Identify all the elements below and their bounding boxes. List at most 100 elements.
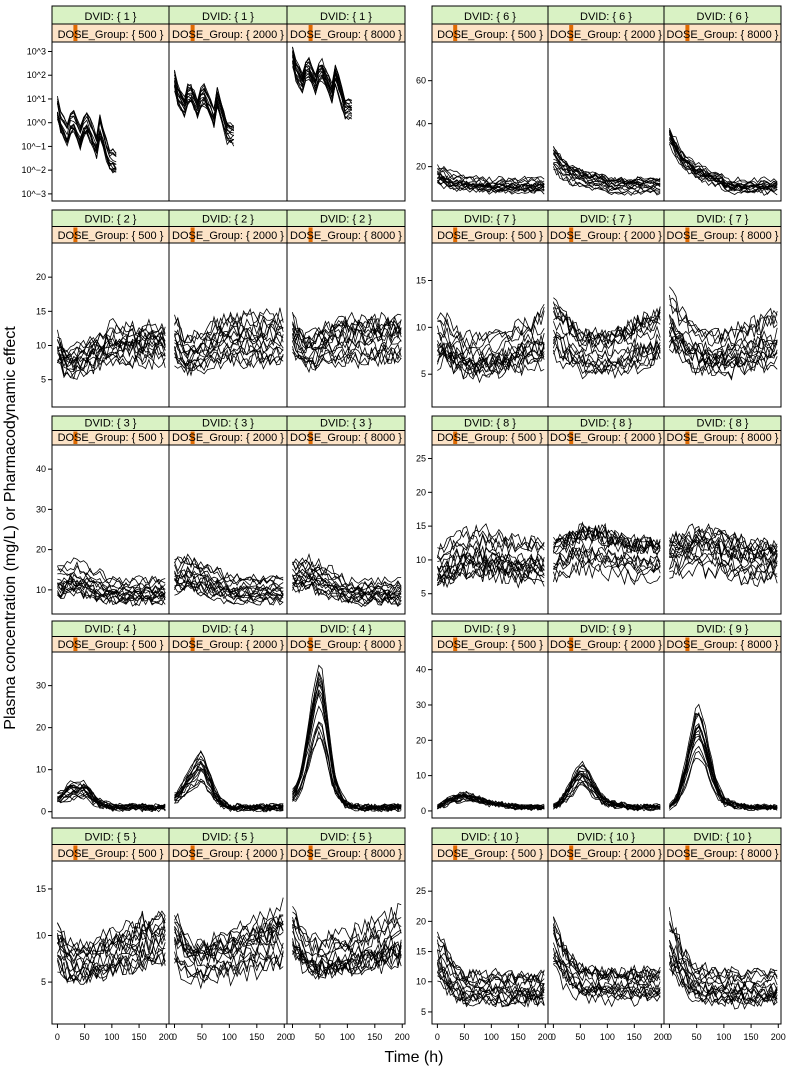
y-tick-label: 20 (416, 916, 426, 926)
panel-block-dvid-3: DVID: { 3 } DOSE_Group: { 500 } DVID: { 3 … (36, 415, 406, 615)
series-line (553, 547, 661, 575)
y-tick-label: 10 (36, 585, 46, 595)
strip-dose-marker (685, 431, 690, 444)
series-line (292, 919, 402, 964)
x-tick-label: 200 (538, 1032, 553, 1042)
x-axis-label: Time (h) (385, 1049, 444, 1066)
strip-dose-marker (685, 637, 690, 651)
series-line (292, 331, 402, 360)
series-line (57, 952, 166, 985)
strip-dvid-label: DVID: { 6 } (464, 11, 516, 23)
y-axis-label: Plasma concentration (mg/L) or Pharmacod… (2, 326, 19, 730)
x-tick-label: 0 (551, 1032, 556, 1042)
series-line (437, 931, 545, 984)
y-tick-label: 10^−2 (22, 165, 47, 175)
series-line (553, 349, 661, 380)
series-line (292, 346, 402, 371)
series-line (57, 783, 166, 810)
strip-dose-label: DOSE_Group: { 2000 } (550, 29, 662, 41)
y-tick-label: 15 (36, 306, 46, 316)
series-line (57, 910, 166, 953)
series-line (437, 566, 545, 589)
series-line (553, 916, 661, 980)
panel-frame (431, 242, 549, 408)
series-line (174, 555, 284, 585)
series-line (174, 763, 284, 811)
series-line (437, 339, 545, 369)
series-line (57, 327, 166, 361)
series-line (57, 785, 166, 811)
strip-dose-label: DOSE_Group: { 500 } (58, 432, 164, 444)
series-line (57, 942, 166, 982)
y-tick-label: 10^0 (27, 118, 46, 128)
x-tick-label: 150 (511, 1032, 526, 1042)
strip-dose-marker (569, 637, 574, 651)
strip-dose-label: DOSE_Group: { 2000 } (550, 848, 662, 860)
series-line (553, 560, 661, 586)
series-line (553, 526, 661, 555)
series-line (553, 526, 661, 555)
series-line (553, 146, 661, 183)
strip-dose-label: DOSE_Group: { 8000 } (667, 432, 779, 444)
series-line (553, 956, 661, 996)
series-line (57, 320, 166, 359)
series-line (292, 911, 402, 952)
series-line (553, 547, 661, 574)
series-line (292, 47, 352, 102)
strip-dvid-label: DVID: { 9 } (464, 624, 516, 636)
y-tick-label: 5 (421, 589, 426, 599)
y-tick-label: 10 (416, 977, 426, 987)
series-line (174, 314, 284, 345)
series-line (57, 910, 166, 953)
strip-dose-label: DOSE_Group: { 500 } (437, 29, 543, 41)
series-line (553, 169, 661, 196)
series-line (174, 325, 284, 356)
series-line (437, 939, 545, 988)
series-line (553, 959, 661, 998)
series-line (669, 286, 778, 344)
series-line (669, 530, 778, 556)
series-line (292, 670, 402, 810)
series-line (669, 553, 778, 581)
series-line (553, 147, 661, 184)
series-line (292, 902, 402, 949)
series-line (174, 769, 284, 812)
strip-dose-marker (453, 637, 458, 651)
y-tick-label: 10^−3 (22, 189, 47, 199)
series-line (553, 949, 661, 999)
strip-dose-label: DOSE_Group: { 500 } (58, 230, 164, 242)
series-line (669, 304, 778, 341)
series-line (669, 127, 778, 184)
series-line (669, 536, 778, 565)
series-line (437, 303, 545, 346)
strip-dose-label: DOSE_Group: { 8000 } (290, 639, 402, 651)
strip-dvid-label: DVID: { 4 } (202, 624, 254, 636)
series-line (174, 565, 284, 592)
series-line (553, 536, 661, 558)
x-tick-label: 0 (435, 1032, 440, 1042)
panel-frame (547, 41, 665, 202)
series-line (437, 168, 545, 185)
y-tick-label: 20 (36, 545, 46, 555)
panel-frame (286, 860, 406, 1025)
strip-dose-label: DOSE_Group: { 2000 } (550, 639, 662, 651)
series-line (57, 930, 166, 975)
panel-frame (51, 444, 170, 615)
strip-dose-marker (190, 25, 195, 41)
series-line (292, 46, 352, 102)
y-tick-label: 10 (36, 765, 46, 775)
y-tick-label: 30 (36, 504, 46, 514)
strip-dvid-label: DVID: { 2 } (320, 214, 372, 226)
series-line (669, 536, 778, 565)
series-line (437, 545, 545, 569)
series-line (669, 930, 778, 983)
series-line (437, 954, 545, 992)
series-line (553, 770, 661, 811)
series-line (174, 751, 284, 810)
y-tick-label: 10^3 (27, 46, 46, 56)
x-tick-label: 100 (104, 1032, 119, 1042)
series-line (553, 523, 661, 553)
series-line (57, 102, 117, 163)
panel-frame (663, 41, 782, 202)
strip-dose-label: DOSE_Group: { 500 } (437, 432, 543, 444)
